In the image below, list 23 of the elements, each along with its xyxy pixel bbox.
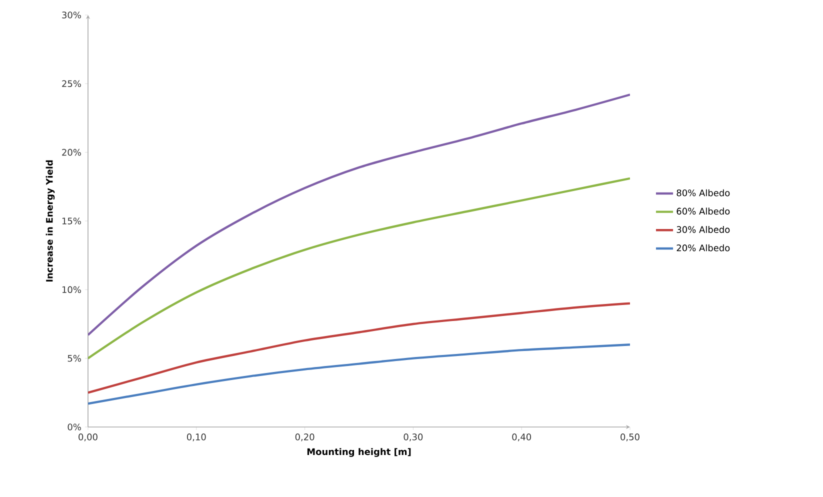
- legend-label: 30% Albedo: [676, 226, 730, 233]
- y-tick-label: 10%: [62, 286, 81, 294]
- y-tick-label: 5%: [68, 354, 81, 362]
- line-series: [88, 302, 630, 394]
- x-tick-label: 0,20: [295, 434, 314, 442]
- legend-label: 60% Albedo: [676, 208, 730, 215]
- x-tick-label: 0,10: [186, 434, 206, 442]
- legend-label: 80% Albedo: [676, 189, 730, 196]
- line-series: [88, 343, 630, 405]
- y-tick-label: 25%: [62, 80, 81, 88]
- y-tick-label: 20%: [62, 148, 81, 156]
- y-tick-label: 0%: [68, 424, 81, 430]
- x-tick-label: 0,00: [78, 434, 98, 442]
- y-tick-label: 30%: [62, 12, 81, 18]
- y-tick-label: 15%: [62, 218, 81, 224]
- y-axis-title: Increase in Energy Yield: [46, 160, 55, 282]
- line-series: [88, 177, 630, 360]
- legend-label: 20% Albedo: [676, 244, 730, 252]
- x-axis-title: Mounting height [m]: [307, 448, 411, 457]
- x-tick-label: 0,40: [512, 434, 532, 442]
- line-series: [88, 94, 630, 336]
- x-tick-label: 0,50: [620, 434, 640, 442]
- x-tick-label: 0,30: [404, 434, 423, 442]
